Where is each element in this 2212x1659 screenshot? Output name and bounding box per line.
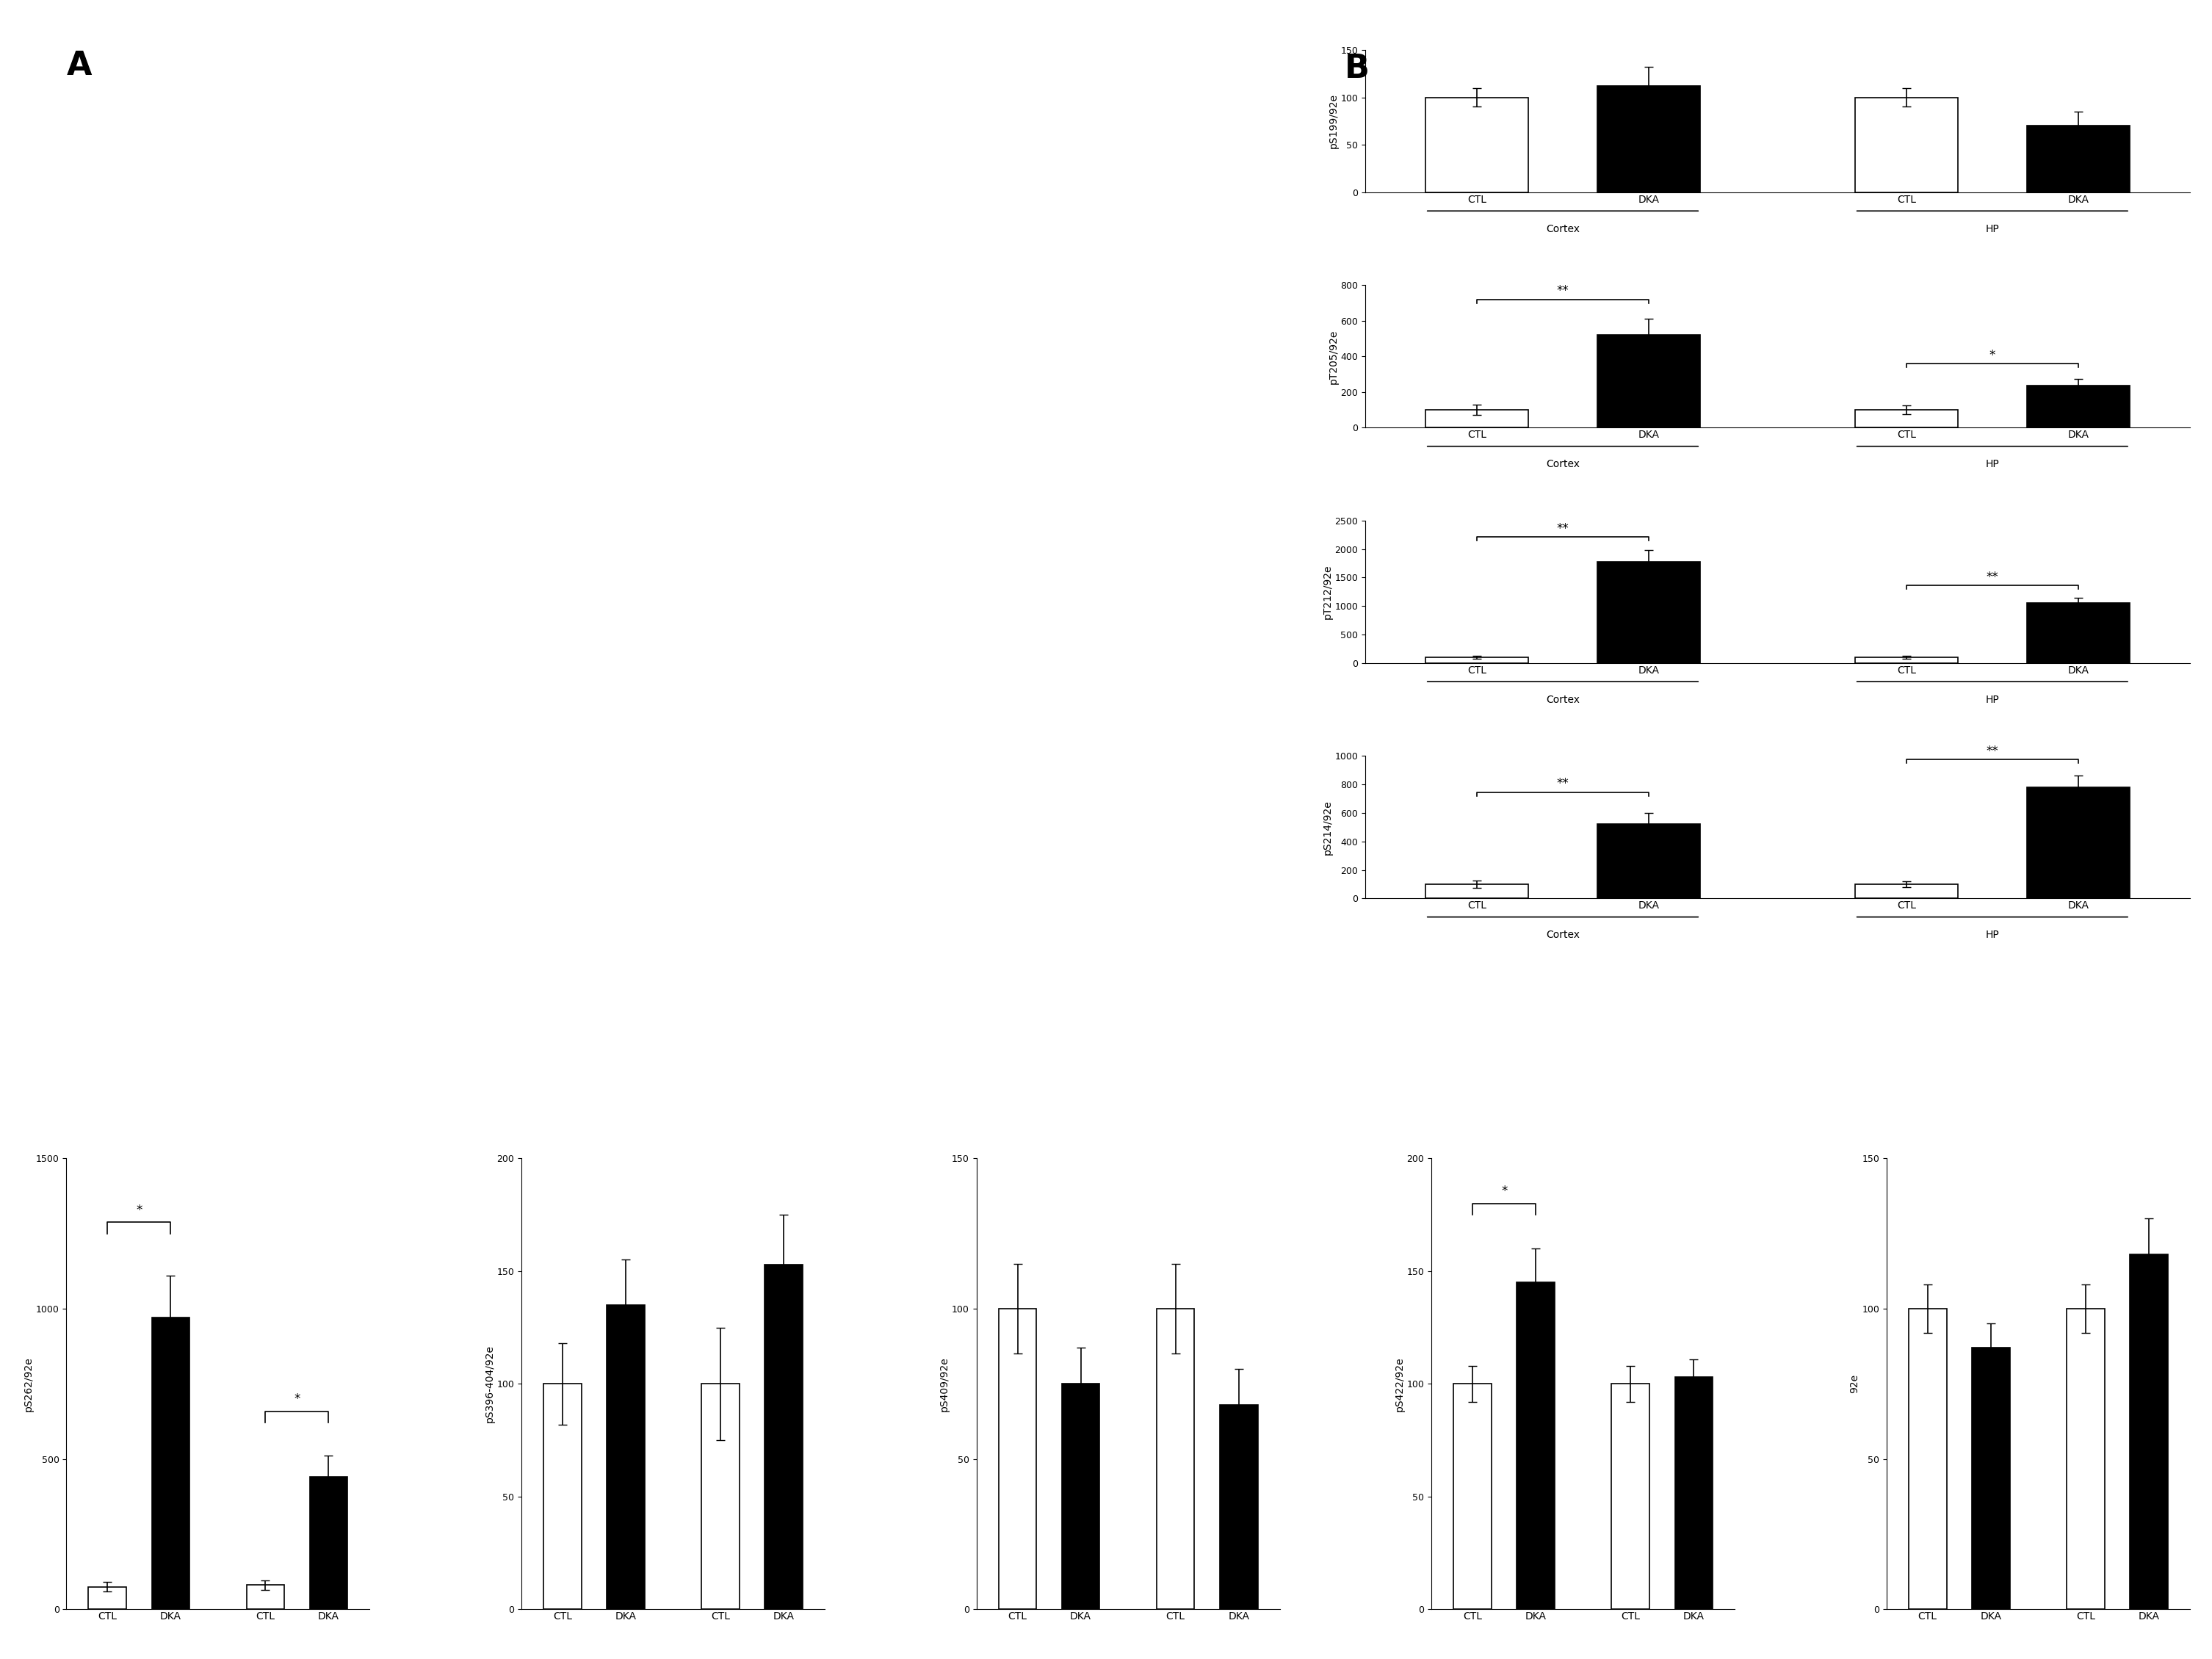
Text: *: * xyxy=(1989,348,1995,362)
Text: **: ** xyxy=(1986,745,1997,758)
Bar xyxy=(1613,1384,1650,1609)
Bar xyxy=(2026,788,2130,899)
Bar xyxy=(701,1384,739,1609)
Bar xyxy=(1453,1384,1491,1609)
Text: **: ** xyxy=(1557,776,1568,790)
Bar xyxy=(2026,387,2130,428)
Text: **: ** xyxy=(1557,523,1568,536)
Bar xyxy=(765,1264,803,1609)
Bar xyxy=(1909,1309,1947,1609)
Bar xyxy=(153,1317,190,1609)
Y-axis label: pS262/92e: pS262/92e xyxy=(24,1357,33,1412)
Text: Cortex: Cortex xyxy=(1546,460,1579,469)
Bar xyxy=(1597,825,1701,899)
Text: *: * xyxy=(294,1394,301,1405)
Text: HP: HP xyxy=(1986,224,2000,234)
Bar xyxy=(1856,98,1958,192)
Text: HP: HP xyxy=(1986,929,2000,941)
Bar xyxy=(1971,1347,2011,1609)
Y-axis label: pS199/92e: pS199/92e xyxy=(1327,93,1338,149)
Bar xyxy=(1062,1384,1099,1609)
Y-axis label: pT205/92e: pT205/92e xyxy=(1327,328,1338,383)
Text: A: A xyxy=(66,50,91,81)
Text: *: * xyxy=(1502,1185,1506,1198)
Text: Cortex: Cortex xyxy=(1546,224,1579,234)
Bar xyxy=(1856,410,1958,428)
Bar xyxy=(1425,98,1528,192)
Bar xyxy=(246,1586,285,1609)
Text: HP: HP xyxy=(1986,460,2000,469)
Bar xyxy=(2026,126,2130,192)
Text: **: ** xyxy=(1986,571,1997,584)
Text: HP: HP xyxy=(1986,695,2000,705)
Bar xyxy=(310,1477,347,1609)
Text: Cortex: Cortex xyxy=(1546,929,1579,941)
Text: Cortex: Cortex xyxy=(1546,695,1579,705)
Bar xyxy=(2130,1254,2168,1609)
Y-axis label: pS214/92e: pS214/92e xyxy=(1323,800,1332,854)
Bar xyxy=(998,1309,1037,1609)
Bar xyxy=(1425,410,1528,428)
Bar xyxy=(1856,884,1958,899)
Bar xyxy=(2066,1309,2104,1609)
Text: **: ** xyxy=(1557,284,1568,297)
Bar xyxy=(1597,86,1701,192)
Bar xyxy=(1597,335,1701,428)
Bar xyxy=(2026,604,2130,664)
Bar xyxy=(1856,657,1958,664)
Bar xyxy=(1517,1282,1555,1609)
Text: B: B xyxy=(1345,53,1369,85)
Y-axis label: pT212/92e: pT212/92e xyxy=(1323,564,1332,619)
Text: *: * xyxy=(135,1203,142,1216)
Bar xyxy=(1219,1405,1259,1609)
Bar xyxy=(544,1384,582,1609)
Y-axis label: pS409/92e: pS409/92e xyxy=(940,1357,949,1412)
Bar xyxy=(1425,884,1528,899)
Bar xyxy=(1597,561,1701,664)
Bar xyxy=(606,1306,644,1609)
Bar xyxy=(1674,1377,1712,1609)
Y-axis label: pS422/92e: pS422/92e xyxy=(1394,1357,1405,1412)
Bar xyxy=(1157,1309,1194,1609)
Y-axis label: pS396-404/92e: pS396-404/92e xyxy=(484,1345,495,1423)
Bar xyxy=(88,1586,126,1609)
Bar xyxy=(1425,657,1528,664)
Y-axis label: 92e: 92e xyxy=(1849,1374,1860,1394)
